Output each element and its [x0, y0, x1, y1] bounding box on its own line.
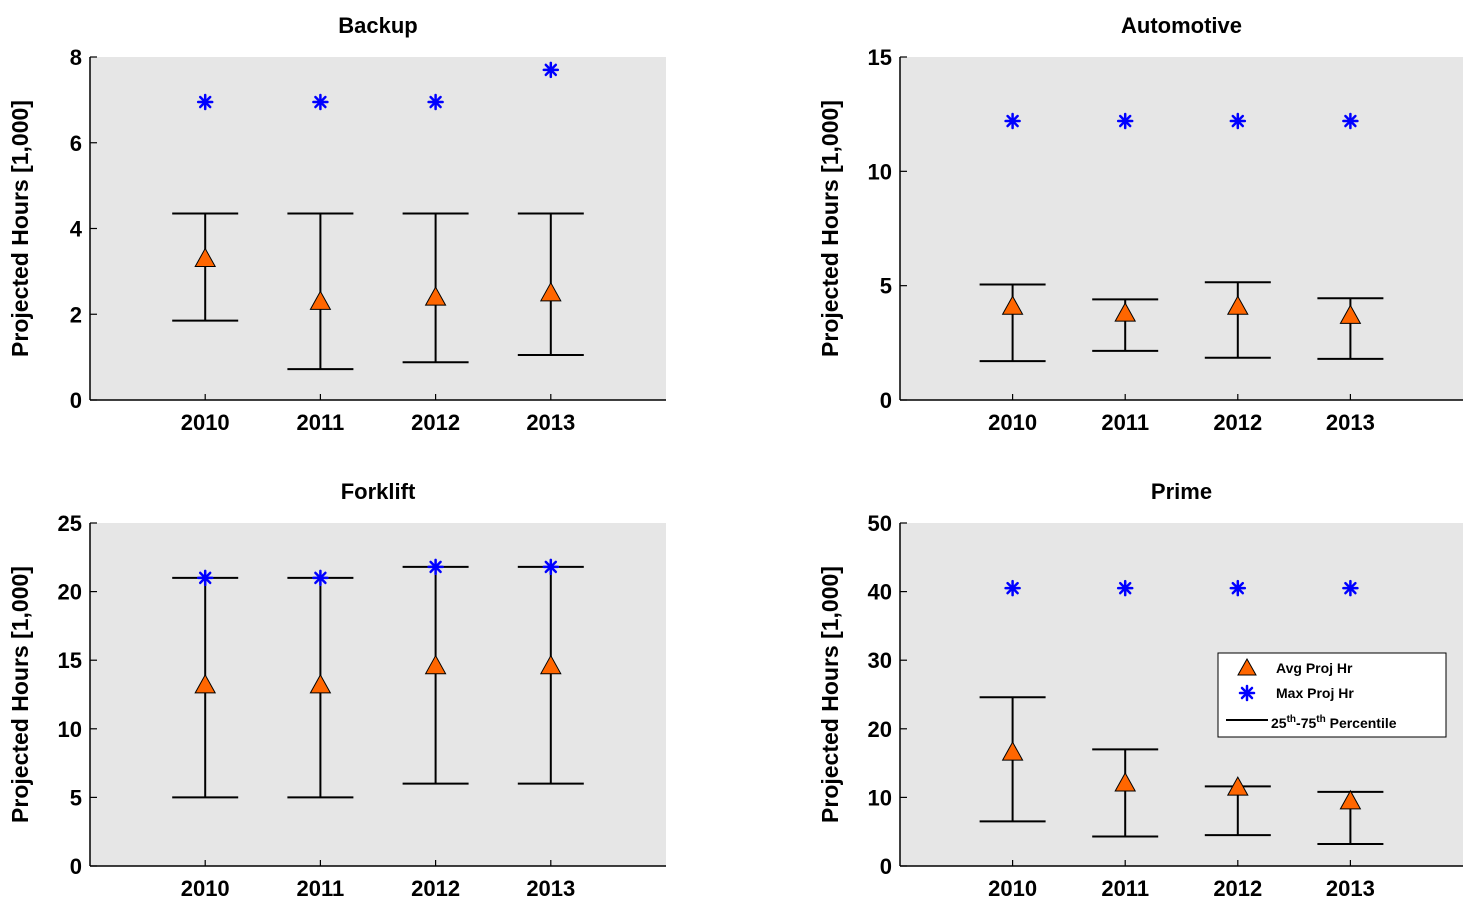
avg-marker: [1339, 304, 1362, 324]
max-marker: [1342, 112, 1359, 130]
x-tick-label: 2010: [181, 410, 230, 435]
percentile-bar: [1092, 748, 1159, 838]
max-marker: [196, 93, 214, 111]
chart-panel-automotive: Automotive 0 5 10 15 2010 2011 2012 2013 Projecte…: [817, 13, 1463, 435]
y-tick-label: 2: [70, 302, 82, 327]
y-axis-label: Projected Hours [1,000]: [817, 100, 843, 357]
y-tick-label: 10: [868, 785, 892, 810]
x-tick-label: 2011: [1101, 410, 1149, 435]
y-tick-label: 30: [868, 648, 892, 673]
y-axis-label: Projected Hours [1,000]: [7, 566, 33, 823]
y-tick-label: 4: [70, 217, 83, 242]
max-marker: [1004, 112, 1021, 130]
max-marker: [1342, 579, 1359, 597]
avg-marker: [424, 654, 447, 675]
chart-title: Backup: [338, 13, 417, 38]
avg-marker: [1339, 789, 1362, 810]
y-tick-label: 5: [880, 274, 892, 299]
chart-title: Prime: [1151, 479, 1212, 504]
blue-asterisk-icon: [1238, 684, 1256, 702]
max-marker: [312, 93, 329, 111]
max-marker: [1004, 579, 1021, 597]
avg-marker: [539, 281, 562, 302]
max-marker: [542, 61, 560, 79]
x-tick-label: 2012: [1213, 410, 1262, 435]
x-tick-label: 2010: [181, 876, 230, 900]
percentile-bar: [172, 212, 239, 322]
y-tick-label: 10: [58, 717, 82, 742]
avg-marker: [309, 290, 332, 310]
x-tick-label: 2012: [1213, 876, 1262, 900]
y-tick-label: 15: [868, 45, 892, 70]
percentile-bar: [1204, 281, 1271, 359]
legend-box: [1217, 652, 1447, 738]
max-marker: [427, 93, 444, 111]
max-marker: [312, 569, 329, 587]
y-tick-label: 20: [868, 717, 892, 742]
max-marker: [1116, 579, 1134, 597]
y-tick-label: 5: [70, 785, 82, 810]
chart-title: Automotive: [1121, 13, 1242, 38]
x-tick-label: 2013: [1326, 410, 1375, 435]
y-tick-label: 10: [868, 159, 892, 184]
x-tick-label: 2011: [297, 410, 345, 435]
y-tick-label: 6: [70, 131, 82, 156]
chart-title: Forklift: [341, 479, 416, 504]
x-tick-label: 2010: [988, 410, 1037, 435]
y-tick-label: 0: [70, 388, 82, 413]
legend-avg-label: Avg Proj Hr: [1276, 660, 1353, 676]
y-axis-label: Projected Hours [1,000]: [817, 566, 843, 823]
avg-marker: [1114, 302, 1137, 322]
legend: Avg Proj Hr Max Proj Hr 25th-75th Percen…: [1217, 652, 1447, 738]
max-marker: [196, 569, 214, 587]
y-axis-label: Projected Hours [1,000]: [7, 100, 33, 357]
avg-marker: [1226, 776, 1249, 796]
max-marker: [1229, 579, 1247, 597]
y-tick-label: 15: [58, 648, 82, 673]
avg-marker: [424, 286, 447, 306]
y-tick-label: 8: [70, 45, 82, 70]
max-marker: [1116, 112, 1134, 130]
x-tick-label: 2013: [526, 410, 575, 435]
y-tick-label: 0: [880, 388, 892, 413]
y-tick-label: 0: [70, 854, 82, 879]
avg-marker: [194, 673, 217, 694]
avg-marker: [539, 654, 562, 675]
max-marker: [542, 558, 560, 576]
x-tick-label: 2011: [297, 876, 345, 900]
avg-marker: [1114, 771, 1137, 792]
x-tick-label: 2010: [988, 876, 1037, 900]
y-tick-label: 25: [58, 511, 82, 536]
chart-panel-forklift: Forklift 0 5 10 15 20 25 2010 2011 2012 2013 Projec…: [7, 479, 666, 900]
plot-area: [90, 57, 666, 400]
plot-area: [900, 57, 1463, 400]
y-tick-label: 20: [58, 580, 82, 605]
plot-area: [90, 523, 666, 866]
x-tick-label: 2013: [1326, 876, 1375, 900]
chart-panel-backup: Backup 0 2 4 6 8 2010 2011 2012 2013 Projected Hou…: [7, 13, 666, 435]
avg-marker: [1001, 741, 1024, 761]
avg-marker: [194, 247, 217, 268]
legend-max-label: Max Proj Hr: [1276, 685, 1354, 701]
x-tick-label: 2012: [411, 876, 460, 900]
x-tick-label: 2013: [526, 876, 575, 900]
avg-marker: [1001, 295, 1024, 315]
y-tick-label: 0: [880, 854, 892, 879]
avg-marker: [1226, 295, 1249, 315]
max-marker: [1229, 112, 1247, 130]
y-tick-label: 50: [868, 511, 892, 536]
legend-percentile-label: 25th-75th Percentile: [1271, 714, 1397, 731]
x-tick-label: 2012: [411, 410, 460, 435]
avg-marker: [309, 673, 332, 694]
y-tick-label: 40: [868, 580, 892, 605]
x-tick-label: 2011: [1101, 876, 1149, 900]
orange-triangle-icon: [1237, 657, 1257, 676]
max-marker: [427, 558, 444, 576]
